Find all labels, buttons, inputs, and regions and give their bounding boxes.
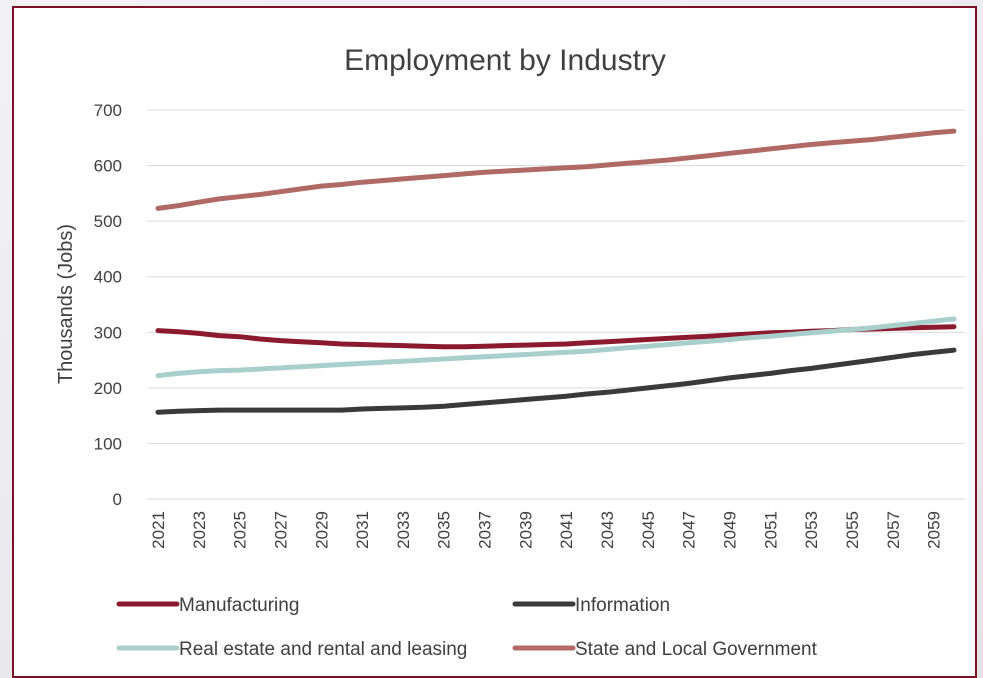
y-axis-label: Thousands (Jobs) — [55, 224, 77, 384]
x-tick-label: 2039 — [516, 511, 535, 549]
x-tick-label: 2043 — [598, 511, 617, 549]
series-lines — [155, 128, 957, 415]
legend-label: State and Local Government — [575, 639, 818, 660]
chart-frame: Employment by Industry 0 100 200 300 400 500 6… — [12, 6, 977, 678]
y-tick-label: 300 — [94, 323, 122, 342]
x-axis-ticks: 2021 2023 2025 2027 2029 2031 2033 2035 2037 2039… — [149, 511, 944, 549]
y-tick-label: 200 — [94, 379, 122, 398]
x-tick-label: 2035 — [435, 511, 454, 549]
legend: Manufacturing Information Real estate and … — [116, 595, 818, 660]
series-line-information — [155, 347, 957, 415]
x-tick-label: 2029 — [312, 511, 331, 549]
y-tick-label: 400 — [94, 268, 122, 287]
x-tick-label: 2027 — [271, 511, 290, 549]
gridlines — [147, 109, 965, 500]
x-tick-label: 2051 — [761, 511, 780, 549]
y-axis-ticks: 0 100 200 300 400 500 600 700 — [94, 101, 122, 509]
x-tick-label: 2033 — [394, 511, 413, 549]
x-tick-label: 2047 — [680, 511, 699, 549]
series-line-state-and-local-government — [155, 128, 957, 211]
y-tick-label: 100 — [94, 434, 122, 453]
x-tick-label: 2031 — [353, 511, 372, 549]
x-tick-label: 2053 — [802, 511, 821, 549]
x-tick-label: 2023 — [190, 511, 209, 549]
x-tick-label: 2049 — [720, 511, 739, 549]
legend-label: Real estate and rental and leasing — [179, 639, 467, 660]
line-chart: Employment by Industry 0 100 200 300 400 500 6… — [55, 44, 965, 660]
y-tick-label: 0 — [113, 490, 122, 509]
y-tick-label: 700 — [94, 101, 122, 120]
y-tick-label: 500 — [94, 212, 122, 231]
x-tick-label: 2045 — [639, 511, 658, 549]
x-tick-label: 2059 — [925, 511, 944, 549]
x-tick-label: 2021 — [149, 511, 168, 549]
x-tick-label: 2055 — [843, 511, 862, 549]
chart-title: Employment by Industry — [344, 44, 666, 77]
x-tick-label: 2041 — [557, 511, 576, 549]
x-tick-label: 2037 — [476, 511, 495, 549]
x-tick-label: 2057 — [884, 511, 903, 549]
series-line-real-estate-and-rental-and-leasing — [155, 316, 957, 379]
legend-label: Manufacturing — [179, 595, 299, 616]
x-tick-label: 2025 — [231, 511, 250, 549]
y-tick-label: 600 — [94, 157, 122, 176]
legend-label: Information — [575, 595, 670, 616]
